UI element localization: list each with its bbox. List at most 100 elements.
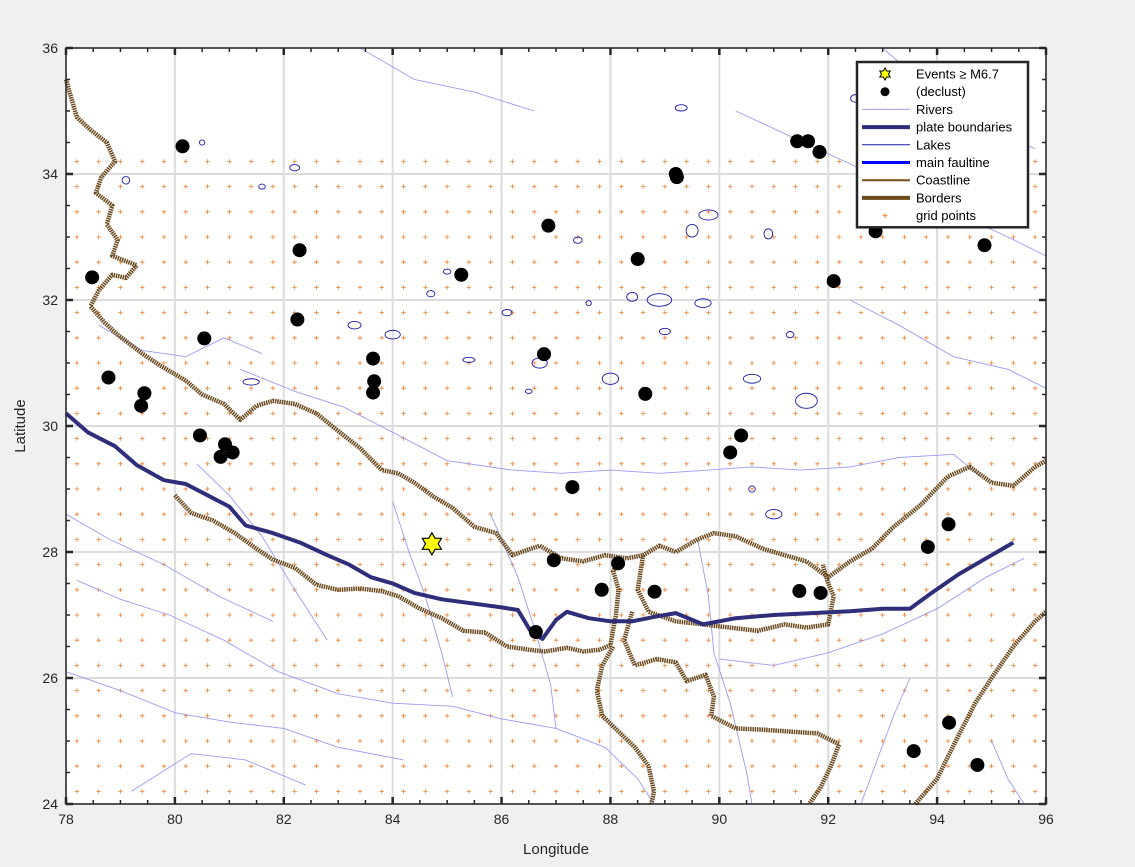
grid-point [423, 663, 428, 668]
grid-point [553, 159, 559, 164]
grid-point [248, 738, 254, 744]
grid-point [836, 537, 842, 542]
grid-point [466, 159, 472, 164]
grid-point [140, 436, 145, 441]
grid-point [597, 335, 602, 340]
grid-point [488, 184, 493, 189]
grid-point [815, 713, 820, 718]
lake-outline [765, 509, 783, 520]
grid-point [1032, 537, 1038, 542]
grid-point [924, 663, 929, 668]
grid-point [379, 411, 384, 416]
grid-point [836, 461, 842, 466]
grid-point [336, 386, 341, 391]
grid-point [771, 285, 776, 290]
grid-point [96, 663, 101, 668]
grid-point [423, 512, 428, 517]
grid-point [706, 461, 711, 466]
grid-point [553, 209, 559, 214]
grid-point [227, 764, 232, 769]
grid-point [989, 789, 994, 794]
grid-point [205, 360, 210, 366]
grid-point [96, 537, 101, 542]
grid-point [466, 436, 472, 441]
grid-point [662, 461, 668, 466]
grid-point [858, 310, 864, 315]
grid-point [444, 310, 450, 315]
grid-point [248, 209, 254, 214]
grid-point [205, 461, 210, 466]
grid-point [945, 461, 951, 466]
grid-point [575, 663, 580, 668]
grid-point [183, 234, 188, 240]
grid-point [1011, 663, 1016, 668]
grid-point [640, 209, 646, 214]
grid-point [74, 663, 80, 668]
grid-point [1011, 688, 1016, 693]
grid-point [728, 436, 733, 441]
grid-point [336, 663, 341, 668]
grid-point [575, 587, 580, 592]
grid-point [706, 285, 711, 290]
grid-point [292, 335, 297, 340]
grid-point [575, 713, 580, 718]
grid-point [270, 335, 276, 340]
grid-point [793, 285, 798, 290]
grid-point [902, 436, 907, 441]
declust-event [213, 449, 228, 464]
lake-outline [426, 290, 436, 298]
grid-point [248, 184, 254, 189]
grid-point [183, 562, 188, 567]
grid-point [575, 260, 580, 265]
grid-point [967, 738, 972, 744]
grid-point [706, 738, 711, 744]
grid-point [118, 789, 123, 794]
grid-point [924, 386, 929, 391]
grid-point [161, 738, 167, 744]
grid-point [270, 537, 276, 542]
y-tick-label: 28 [42, 544, 58, 560]
x-tick-label: 90 [712, 811, 728, 827]
grid-point [423, 688, 428, 693]
grid-point [227, 587, 232, 592]
grid-point [684, 159, 689, 164]
grid-point [684, 537, 689, 542]
grid-point [248, 486, 254, 492]
grid-point [793, 159, 798, 164]
grid-point [640, 360, 646, 366]
grid-point [597, 386, 602, 391]
grid-point [227, 789, 232, 794]
grid-point [902, 713, 907, 718]
legend-label: Rivers [916, 102, 953, 117]
grid-point [423, 184, 428, 189]
grid-point [684, 209, 689, 214]
lake-outline [658, 327, 671, 336]
grid-point [836, 688, 842, 693]
grid-point [1032, 234, 1038, 240]
grid-point [684, 738, 689, 744]
grid-point [292, 159, 297, 164]
grid-point [161, 764, 167, 769]
axis-ticks [64, 46, 1048, 806]
grid-point [684, 461, 689, 466]
grid-point [205, 209, 210, 214]
grid-point [836, 285, 842, 290]
grid-point [1032, 285, 1038, 290]
x-tick-label: 86 [494, 811, 510, 827]
grid-point [488, 537, 493, 542]
grid-point [728, 612, 733, 618]
declust-event [942, 715, 957, 730]
grid-point [815, 486, 820, 492]
grid-point [815, 738, 820, 744]
declust-event [611, 556, 626, 571]
grid-point [662, 713, 668, 718]
grid-point [357, 537, 363, 542]
grid-point [401, 260, 406, 265]
grid-point [684, 789, 689, 794]
grid-point [270, 562, 276, 567]
lakes-layer [121, 94, 1007, 520]
grid-point [336, 789, 341, 794]
grid-point [336, 209, 341, 214]
grid-point [466, 335, 472, 340]
grid-point [858, 436, 864, 441]
